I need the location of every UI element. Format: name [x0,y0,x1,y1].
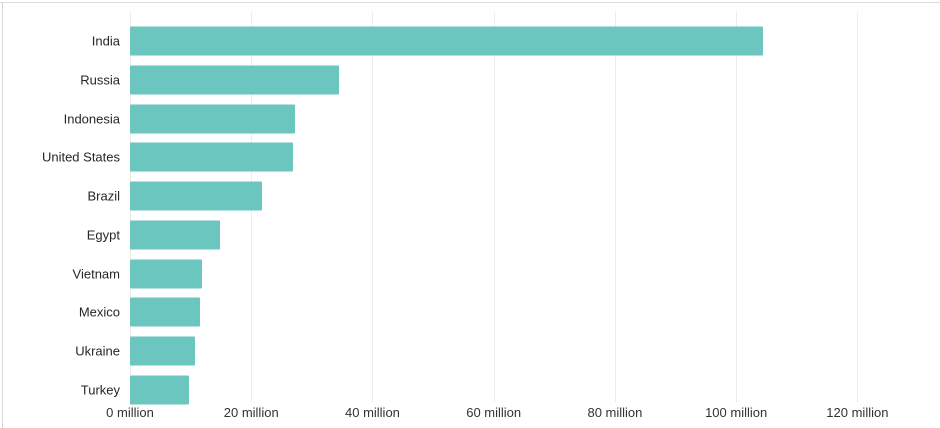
category-label: United States [41,149,120,165]
gridline-100-million [736,12,738,402]
bar-row: Ukraine [0,332,940,371]
category-label: India [91,33,120,49]
bar [130,336,196,366]
panel-left-border [2,2,3,428]
x-tick-label: 0 million [106,405,154,420]
bar [130,220,221,250]
bar [130,65,340,95]
gridline-40-million [372,12,374,402]
x-axis: 0 million 20 million 40 million 60 million 8… [0,404,940,424]
category-label: Mexico [78,304,120,320]
gridline-80-million [614,12,616,402]
x-tick-label: 60 million [466,405,522,420]
category-label: Ukraine [75,343,120,359]
x-tick-label: 120 million [826,405,889,420]
gridline-60-million [493,12,495,402]
bar [130,297,200,327]
x-tick-label: 40 million [344,405,400,420]
bar [130,26,764,56]
bar-row: Russia [0,61,940,100]
bar-row: India [0,22,940,61]
category-label: Turkey [80,382,120,398]
bar-row: Indonesia [0,99,940,138]
category-label: Brazil [87,188,120,204]
category-label: Indonesia [63,111,120,127]
bar-rows: India Russia Indonesia United States Brazil E… [0,22,940,409]
bar [130,375,190,405]
bar-row: Mexico [0,293,940,332]
category-label: Russia [80,72,120,88]
bar-row: Egypt [0,216,940,255]
bar-row: Brazil [0,177,940,216]
category-label: Vietnam [72,266,120,282]
bar [130,181,263,211]
bar [130,259,202,289]
x-tick-label: 80 million [587,405,643,420]
x-tick-label: 100 million [705,405,768,420]
category-label: Egypt [86,227,120,243]
bar-row: Vietnam [0,254,940,293]
bar-row: United States [0,138,940,177]
bar [130,142,294,172]
bar [130,104,295,134]
gridline-120-million [857,12,859,402]
x-tick-label: 20 million [223,405,279,420]
bar-row: Turkey [0,370,940,409]
panel-top-border [0,2,940,3]
